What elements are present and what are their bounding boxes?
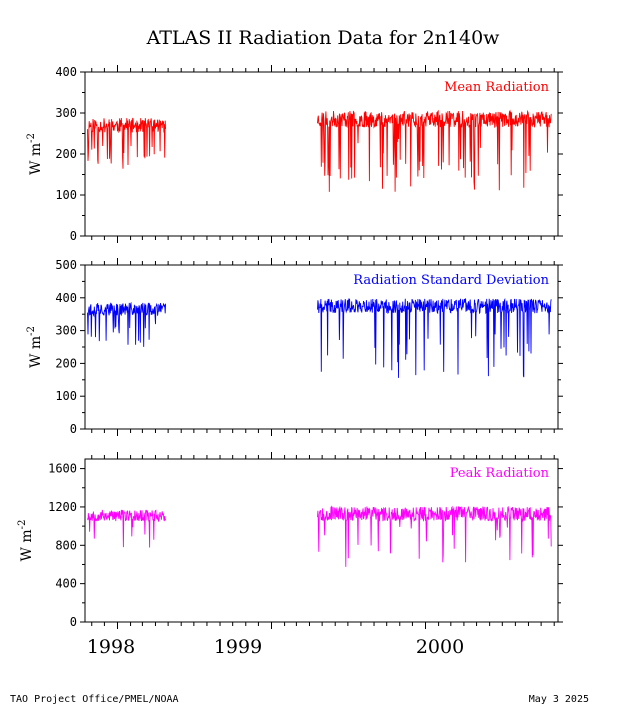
y-tick-label: 800 [55,538,77,552]
series-line [317,505,552,567]
y-tick-label: 400 [55,65,77,79]
legend-label: Mean Radiation [444,80,550,95]
y-tick-label: 0 [70,422,77,436]
footer-credit: TAO Project Office/PMEL/NOAA [10,694,179,705]
y-tick-label: 400 [55,291,77,305]
y-tick-label: 200 [55,356,77,370]
legend-label: Peak Radiation [450,466,550,481]
y-tick-label: 100 [55,188,77,202]
y-tick-label: 200 [55,147,77,161]
year-label-2000: 2000 [416,636,464,658]
series-line [317,109,552,192]
year-labels: 1998 1999 2000 [87,636,464,658]
y-tick-label: 100 [55,389,77,403]
series-line [87,509,167,548]
series-line [87,117,167,169]
y-axis-label: W m-2 [26,326,44,368]
y-tick-label: 1600 [48,462,77,476]
y-tick-label: 0 [70,229,77,243]
y-tick-label: 300 [55,106,77,120]
panel-2: 0 100 200 300 400 500 W m-2 Radiation Standard … [26,258,563,436]
plot-frame [84,458,559,623]
y-axis-label: W m-2 [17,520,35,562]
y-tick-label: 0 [70,615,77,629]
series-line [317,297,552,378]
year-label-1998: 1998 [87,636,135,658]
panels: 0 100 200 300 400 W m-2 Mean Radiation 0 100 200 3… [17,65,563,629]
y-tick-label: 300 [55,324,77,338]
series-line [87,301,167,347]
y-tick-label: 500 [55,258,77,272]
footer-date: May 3 2025 [529,694,589,705]
y-tick-label: 1200 [48,500,77,514]
panel-3: 0 400 800 1200 1600 W m-2 Peak Radiation [17,452,563,629]
y-tick-label: 400 [55,577,77,591]
chart-title: ATLAS II Radiation Data for 2n140w [146,27,501,49]
year-label-1999: 1999 [214,636,262,658]
legend-label: Radiation Standard Deviation [353,273,549,288]
y-axis-label: W m-2 [26,133,44,175]
panel-1: 0 100 200 300 400 W m-2 Mean Radiation [26,65,563,243]
